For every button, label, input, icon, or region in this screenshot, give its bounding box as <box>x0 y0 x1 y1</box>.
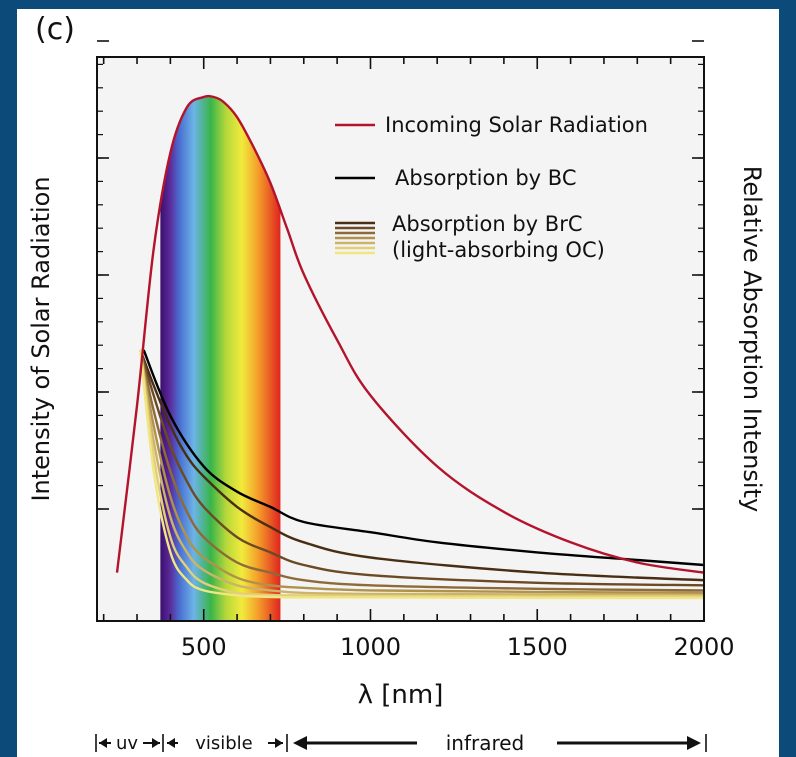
plot-area: 500 1000 1500 2000 <box>96 40 735 661</box>
legend-brc-label-line: Absorption by BrC <box>392 212 583 236</box>
bc-absorption-line <box>142 349 704 567</box>
infrared-arrow-right-head <box>687 736 701 750</box>
left-border <box>0 0 17 757</box>
brc-absorption-line <box>139 349 704 582</box>
x-axis-label: λ [nm] <box>358 680 444 710</box>
infrared-arrow-left-head <box>293 736 307 750</box>
left-y-axis-label: Intensity of Solar Radiation <box>27 176 55 501</box>
x-tick-label: 1500 <box>507 633 568 661</box>
uv-arrow-left-head <box>99 738 107 748</box>
brc-absorption-line <box>139 349 704 598</box>
visible-arrow-left-head <box>167 738 175 748</box>
solar-radiation-line <box>115 94 704 574</box>
uv-arrow-right-head <box>152 738 160 748</box>
x-tick-label: 1000 <box>340 633 401 661</box>
brc-absorption-line <box>139 349 704 600</box>
legend-brc-swatch <box>335 221 375 255</box>
legend-solar-label: Incoming Solar Radiation <box>385 113 648 137</box>
region-label-uv: uv <box>116 733 138 754</box>
right-y-axis-label: Relative Absorption Intensity <box>738 166 766 512</box>
legend-brc-label: Absorption by BrC (light-absorbing OC) <box>392 212 605 262</box>
visible-arrow-right-head <box>275 738 283 748</box>
brc-absorption-line <box>139 349 704 587</box>
wavelength-regions: uv visible infrared <box>95 731 707 755</box>
region-label-infrared: infrared <box>446 731 525 755</box>
legend-bc-label: Absorption by BC <box>395 166 576 190</box>
figure-panel: (c) 500 1000 1500 2000 Intensity of Solar R… <box>17 9 779 757</box>
x-tick-label: 2000 <box>673 633 734 661</box>
chart-svg: (c) 500 1000 1500 2000 Intensity of Solar R… <box>27 12 766 755</box>
x-tick-label: 500 <box>181 633 227 661</box>
region-label-visible: visible <box>195 733 253 754</box>
legend-brc-label-line: (light-absorbing OC) <box>392 238 605 262</box>
brc-absorption-line <box>139 349 704 597</box>
brc-absorption-line <box>139 349 704 592</box>
visible-spectrum-band <box>160 96 281 621</box>
plot-frame <box>96 56 705 622</box>
panel-label: (c) <box>35 12 75 47</box>
brc-absorption-line <box>139 349 704 595</box>
legend: Incoming Solar Radiation Absorption by B… <box>335 113 648 262</box>
